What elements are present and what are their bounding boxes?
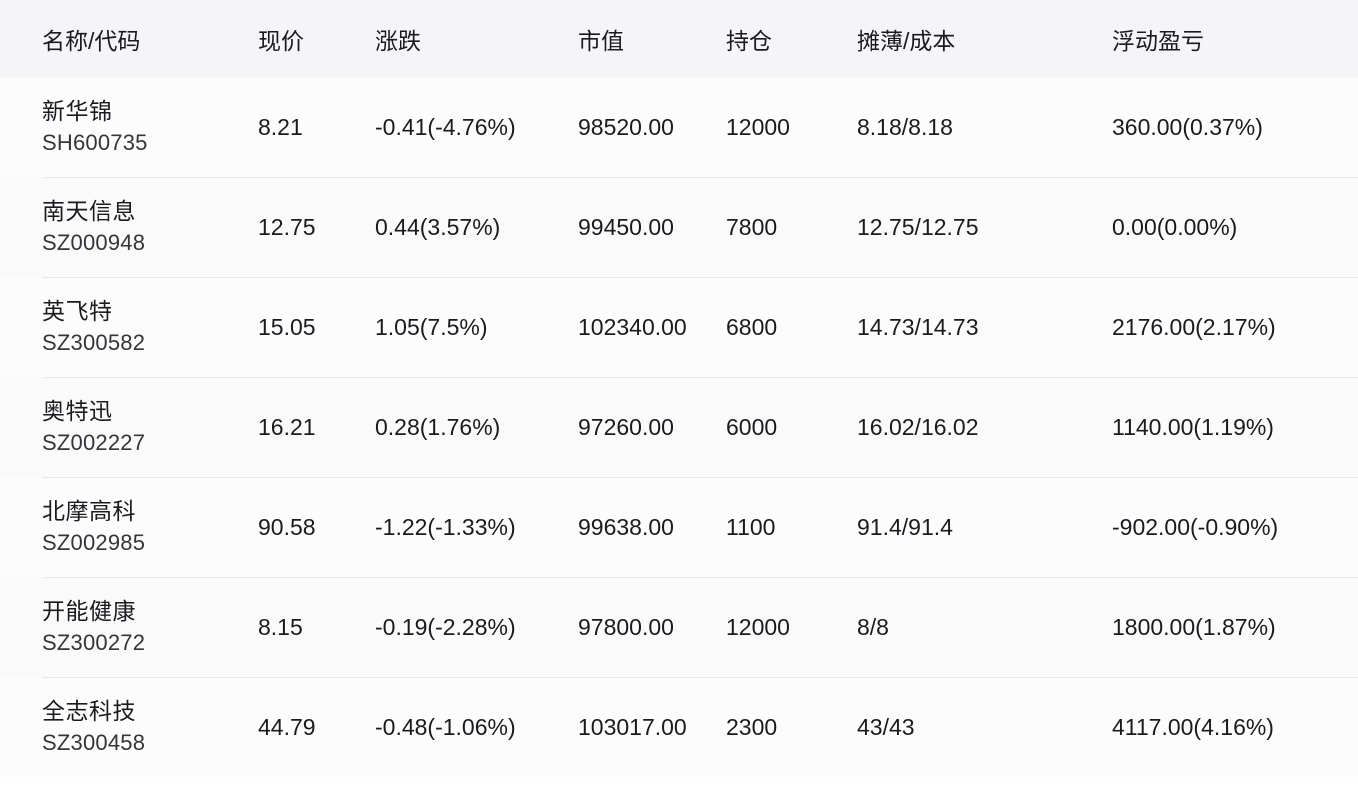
stock-name: 南天信息 bbox=[42, 197, 136, 224]
cell-price: 90.58 bbox=[258, 477, 375, 577]
table-row[interactable]: 北摩高科 SZ002985 90.58 -1.22(-1.33%) 99638.00 11… bbox=[0, 477, 1358, 577]
cell-change: 1.05(7.5%) bbox=[375, 277, 578, 377]
stock-code: SZ002227 bbox=[42, 429, 146, 455]
column-header-change[interactable]: 涨跌 bbox=[375, 27, 421, 54]
cell-cost: 12.75/12.75 bbox=[857, 177, 1112, 277]
stock-name: 开能健康 bbox=[42, 597, 136, 624]
table-header-row: 名称/代码 现价 涨跌 市值 持仓 摊薄/成本 浮动盈亏 bbox=[0, 0, 1358, 77]
cell-position: 7800 bbox=[726, 177, 857, 277]
cell-change: -1.22(-1.33%) bbox=[375, 477, 578, 577]
cell-position: 6000 bbox=[726, 377, 857, 477]
column-header-value[interactable]: 市值 bbox=[578, 27, 624, 54]
cell-pnl: -902.00(-0.90%) bbox=[1112, 477, 1358, 577]
cell-cost: 14.73/14.73 bbox=[857, 277, 1112, 377]
cell-value: 99450.00 bbox=[578, 177, 726, 277]
table-row[interactable]: 新华锦 SH600735 8.21 -0.41(-4.76%) 98520.00 1200… bbox=[0, 77, 1358, 177]
cell-change: 0.44(3.57%) bbox=[375, 177, 578, 277]
table-row[interactable]: 开能健康 SZ300272 8.15 -0.19(-2.28%) 97800.00 120… bbox=[0, 577, 1358, 677]
stock-code: SZ300272 bbox=[42, 629, 146, 655]
stock-name: 全志科技 bbox=[42, 697, 136, 724]
name-code-wrapper: 南天信息 SZ000948 bbox=[42, 196, 258, 258]
name-code-wrapper: 英飞特 SZ300582 bbox=[42, 296, 258, 358]
cell-pnl: 1800.00(1.87%) bbox=[1112, 577, 1358, 677]
name-code-wrapper: 全志科技 SZ300458 bbox=[42, 696, 258, 758]
cell-value: 102340.00 bbox=[578, 277, 726, 377]
stock-code: SZ300582 bbox=[42, 329, 146, 355]
cell-cost: 16.02/16.02 bbox=[857, 377, 1112, 477]
cell-pnl: 1140.00(1.19%) bbox=[1112, 377, 1358, 477]
table-row[interactable]: 英飞特 SZ300582 15.05 1.05(7.5%) 102340.00 6800 1… bbox=[0, 277, 1358, 377]
cell-change: 0.28(1.76%) bbox=[375, 377, 578, 477]
cell-price: 44.79 bbox=[258, 677, 375, 777]
cell-position: 6800 bbox=[726, 277, 857, 377]
cell-value: 103017.00 bbox=[578, 677, 726, 777]
portfolio-holdings-table: 名称/代码 现价 涨跌 市值 持仓 摊薄/成本 浮动盈亏 新华锦 SH600735… bbox=[0, 0, 1358, 777]
cell-cost: 8.18/8.18 bbox=[857, 113, 953, 140]
stock-code: SZ002985 bbox=[42, 529, 146, 555]
column-header-cost[interactable]: 摊薄/成本 bbox=[857, 27, 956, 54]
cell-value: 97260.00 bbox=[578, 377, 726, 477]
cell-name-code[interactable]: 英飞特 SZ300582 bbox=[0, 277, 258, 377]
cell-price: 8.15 bbox=[258, 577, 375, 677]
cell-cost: 43/43 bbox=[857, 677, 1112, 777]
table-row[interactable]: 南天信息 SZ000948 12.75 0.44(3.57%) 99450.00 7800… bbox=[0, 177, 1358, 277]
cell-name-code[interactable]: 南天信息 SZ000948 bbox=[0, 177, 258, 277]
column-header-price[interactable]: 现价 bbox=[258, 27, 304, 54]
cell-name-code[interactable]: 全志科技 SZ300458 bbox=[0, 677, 258, 777]
stock-name: 英飞特 bbox=[42, 297, 113, 324]
cell-change: -0.19(-2.28%) bbox=[375, 577, 578, 677]
stock-name: 新华锦 bbox=[42, 97, 113, 124]
cell-position: 2300 bbox=[726, 677, 857, 777]
column-header-name[interactable]: 名称/代码 bbox=[42, 27, 141, 54]
cell-price: 12.75 bbox=[258, 177, 375, 277]
cell-name-code[interactable]: 北摩高科 SZ002985 bbox=[0, 477, 258, 577]
table-row[interactable]: 奥特迅 SZ002227 16.21 0.28(1.76%) 97260.00 6000 1… bbox=[0, 377, 1358, 477]
stock-name: 北摩高科 bbox=[42, 497, 136, 524]
cell-cost: 8/8 bbox=[857, 577, 1112, 677]
cell-value: 98520.00 bbox=[578, 113, 674, 140]
cell-price: 8.21 bbox=[258, 113, 303, 140]
cell-value: 97800.00 bbox=[578, 577, 726, 677]
cell-value: 99638.00 bbox=[578, 477, 726, 577]
name-code-wrapper: 开能健康 SZ300272 bbox=[42, 596, 258, 658]
cell-pnl: 4117.00(4.16%) bbox=[1112, 677, 1358, 777]
cell-price: 15.05 bbox=[258, 277, 375, 377]
cell-change: -0.41(-4.76%) bbox=[375, 113, 516, 140]
cell-position: 1100 bbox=[726, 477, 857, 577]
cell-price: 16.21 bbox=[258, 377, 375, 477]
cell-pnl: 360.00(0.37%) bbox=[1112, 113, 1263, 140]
name-code-wrapper: 奥特迅 SZ002227 bbox=[42, 396, 258, 458]
stock-code: SH600735 bbox=[42, 129, 148, 155]
stock-code: SZ300458 bbox=[42, 729, 146, 755]
table-row[interactable]: 全志科技 SZ300458 44.79 -0.48(-1.06%) 103017.00 2… bbox=[0, 677, 1358, 777]
cell-name-code[interactable]: 奥特迅 SZ002227 bbox=[0, 377, 258, 477]
cell-position: 12000 bbox=[726, 113, 790, 140]
name-code-wrapper: 北摩高科 SZ002985 bbox=[42, 496, 258, 558]
table-header: 名称/代码 现价 涨跌 市值 持仓 摊薄/成本 浮动盈亏 bbox=[0, 0, 1358, 77]
table-body: 新华锦 SH600735 8.21 -0.41(-4.76%) 98520.00 1200… bbox=[0, 77, 1358, 777]
cell-cost: 91.4/91.4 bbox=[857, 477, 1112, 577]
name-code-wrapper: 新华锦 SH600735 bbox=[42, 96, 258, 158]
stock-name: 奥特迅 bbox=[42, 397, 113, 424]
cell-pnl: 2176.00(2.17%) bbox=[1112, 277, 1358, 377]
cell-pnl: 0.00(0.00%) bbox=[1112, 177, 1358, 277]
cell-name-code[interactable]: 开能健康 SZ300272 bbox=[0, 577, 258, 677]
column-header-position[interactable]: 持仓 bbox=[726, 27, 772, 54]
stock-code: SZ000948 bbox=[42, 229, 146, 255]
cell-position: 12000 bbox=[726, 577, 857, 677]
column-header-pnl[interactable]: 浮动盈亏 bbox=[1112, 27, 1204, 54]
cell-change: -0.48(-1.06%) bbox=[375, 677, 578, 777]
cell-name-code[interactable]: 新华锦 SH600735 bbox=[0, 77, 258, 177]
